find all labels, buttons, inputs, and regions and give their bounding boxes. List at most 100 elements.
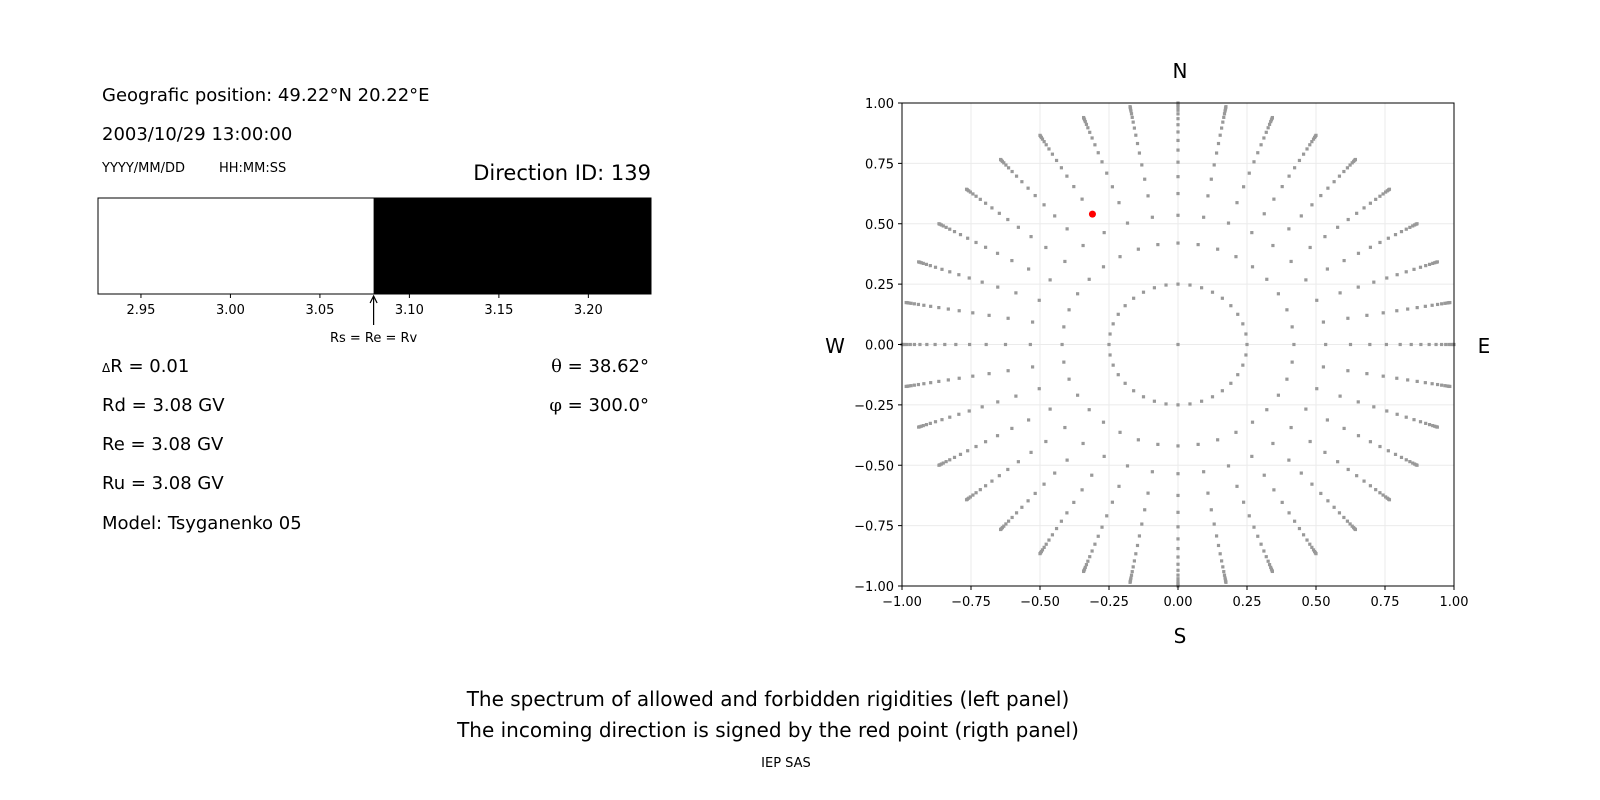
grid-point bbox=[1423, 381, 1427, 385]
grid-point bbox=[1090, 473, 1094, 477]
grid-point bbox=[1150, 215, 1154, 219]
grid-point bbox=[987, 372, 991, 376]
phi-text: = 300.0° bbox=[561, 395, 649, 416]
grid-point bbox=[1247, 171, 1251, 175]
grid-point bbox=[1311, 137, 1316, 141]
grid-point bbox=[1269, 120, 1273, 124]
grid-point bbox=[983, 245, 988, 249]
grid-point bbox=[1412, 267, 1416, 271]
grid-point bbox=[996, 285, 1000, 289]
grid-point bbox=[1310, 203, 1314, 207]
grid-point bbox=[1256, 151, 1260, 155]
grid-point bbox=[1262, 549, 1266, 553]
grid-point bbox=[1081, 243, 1085, 248]
grid-point bbox=[1342, 169, 1346, 174]
delta-symbol: Δ bbox=[102, 361, 111, 375]
grid-point bbox=[1435, 302, 1440, 307]
compass-south: S bbox=[1174, 624, 1187, 648]
grid-point bbox=[1096, 534, 1100, 538]
grid-point bbox=[1440, 302, 1444, 306]
grid-point bbox=[1062, 325, 1066, 329]
grid-point bbox=[1129, 573, 1134, 577]
grid-point bbox=[1176, 213, 1180, 217]
grid-point bbox=[1381, 311, 1385, 315]
compass-north: N bbox=[1173, 59, 1188, 83]
grid-point bbox=[1156, 442, 1160, 446]
grid-point bbox=[1404, 415, 1408, 419]
grid-point bbox=[990, 479, 994, 483]
grid-point bbox=[1229, 381, 1233, 385]
grid-point bbox=[966, 236, 970, 240]
grid-point bbox=[1368, 201, 1372, 205]
grid-point bbox=[1101, 420, 1106, 424]
grid-point bbox=[1395, 376, 1399, 380]
grid-point bbox=[933, 342, 937, 347]
grid-point bbox=[1289, 425, 1293, 430]
grid-point bbox=[1310, 482, 1314, 486]
y-tick-label: −1.00 bbox=[854, 580, 894, 595]
grid-point bbox=[1010, 169, 1014, 174]
grid-point bbox=[1372, 280, 1376, 284]
grid-point bbox=[1080, 488, 1084, 492]
grid-point bbox=[925, 342, 929, 347]
grid-point bbox=[1280, 184, 1284, 189]
grid-point bbox=[1270, 115, 1274, 120]
grid-point bbox=[1244, 353, 1248, 357]
grid-point bbox=[1430, 382, 1434, 386]
grid-point bbox=[1332, 505, 1336, 509]
grid-point bbox=[1130, 570, 1134, 574]
grid-point bbox=[1176, 444, 1180, 448]
y-tick-label: −0.75 bbox=[854, 520, 894, 535]
grid-point bbox=[1319, 491, 1323, 496]
grid-point bbox=[1044, 143, 1048, 147]
grid-point bbox=[1006, 519, 1011, 523]
grid-point bbox=[984, 484, 988, 488]
grid-point bbox=[971, 493, 975, 497]
grid-point bbox=[1134, 133, 1138, 137]
grid-point bbox=[946, 307, 950, 311]
grid-point bbox=[1378, 194, 1382, 198]
grid-point bbox=[1063, 425, 1067, 430]
grid-point bbox=[1111, 363, 1115, 367]
grid-point bbox=[1029, 235, 1033, 239]
grid-point bbox=[1132, 296, 1136, 300]
grid-point bbox=[909, 384, 913, 388]
grid-point bbox=[1262, 212, 1266, 216]
grid-point bbox=[1346, 467, 1350, 472]
grid-point bbox=[1336, 225, 1340, 229]
grid-point bbox=[1090, 136, 1094, 140]
grid-point bbox=[948, 270, 952, 274]
grid-point bbox=[1088, 130, 1092, 134]
grid-point bbox=[1072, 184, 1076, 189]
grid-point bbox=[1020, 180, 1024, 184]
phi-symbol: φ bbox=[549, 395, 562, 416]
grid-point bbox=[1202, 215, 1206, 219]
grid-point bbox=[1054, 526, 1059, 531]
x-tick-label: 3.10 bbox=[395, 303, 424, 318]
grid-point bbox=[1210, 395, 1215, 399]
grid-point bbox=[1220, 126, 1224, 130]
grid-point bbox=[1129, 112, 1134, 116]
grid-point bbox=[1325, 418, 1329, 422]
grid-point bbox=[921, 261, 925, 265]
grid-point bbox=[1176, 577, 1180, 581]
x-tick-label: 3.15 bbox=[484, 303, 513, 318]
grid-point bbox=[1067, 308, 1071, 312]
grid-point bbox=[1384, 190, 1388, 194]
grid-point bbox=[904, 384, 908, 389]
grid-point bbox=[1385, 409, 1389, 413]
grid-point bbox=[1408, 225, 1412, 229]
grid-point bbox=[1235, 201, 1239, 205]
grid-point bbox=[1137, 534, 1142, 538]
grid-point bbox=[1346, 316, 1350, 320]
grid-point bbox=[1435, 425, 1439, 429]
grid-point bbox=[1116, 373, 1120, 377]
grid-point bbox=[1242, 185, 1246, 189]
grid-point bbox=[971, 192, 975, 196]
grid-point bbox=[1072, 500, 1076, 505]
y-tick-label: 0.75 bbox=[865, 157, 894, 172]
grid-point bbox=[944, 460, 948, 464]
grid-point bbox=[1146, 491, 1150, 495]
grid-point bbox=[1016, 225, 1020, 229]
grid-point bbox=[937, 379, 941, 384]
